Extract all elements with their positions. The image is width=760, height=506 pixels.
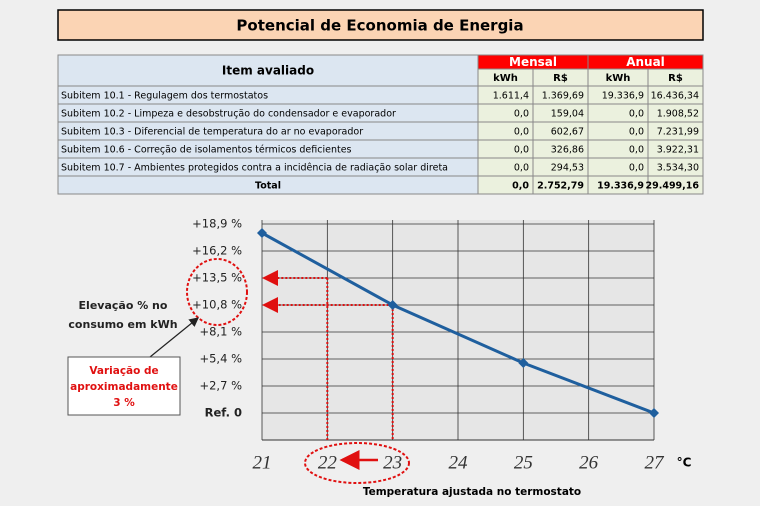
cell-value: 0,0 bbox=[629, 127, 644, 138]
table: Item avaliado Mensal Anual kWh R$ kWh R$ Subite… bbox=[57, 54, 704, 195]
y-tick-label: +16,2 % bbox=[192, 244, 242, 258]
y-tick-label: +10,8 % bbox=[192, 298, 242, 312]
x-tick-label: 25 bbox=[514, 452, 533, 473]
header-text: Item avaliado bbox=[222, 64, 314, 78]
cell-value: 19.336,9 bbox=[602, 91, 644, 102]
data-point bbox=[257, 228, 267, 238]
chart: +18,9 % +16,2 % +13,5 % +10,8 % +8,1 % +5,4 %… bbox=[67, 217, 692, 498]
cell-value: 0,0 bbox=[512, 181, 529, 192]
data-point bbox=[518, 358, 529, 368]
cell-value: 1.908,52 bbox=[657, 109, 699, 120]
table-title: Potencial de Economia de Energia bbox=[236, 17, 523, 35]
y-tick-label: Ref. 0 bbox=[205, 406, 242, 420]
data-point bbox=[387, 300, 398, 310]
group-text: Anual bbox=[626, 55, 665, 69]
y-tick-label: +18,9 % bbox=[192, 217, 242, 231]
cell-value: 159,04 bbox=[551, 109, 584, 120]
row-label: Subitem 10.1 - Regulagem dos termostatos bbox=[61, 91, 268, 102]
cell-value: 1.369,69 bbox=[542, 91, 584, 102]
note-text: 3 % bbox=[113, 397, 135, 409]
x-tick-label: 27 bbox=[645, 452, 666, 473]
cell-value: 16.436,34 bbox=[651, 91, 699, 102]
data-line bbox=[261, 231, 655, 415]
cell-value: 0,0 bbox=[629, 109, 644, 120]
y-tick-label: +8,1 % bbox=[199, 325, 242, 339]
group-text: Mensal bbox=[509, 55, 557, 69]
cell-bg bbox=[647, 175, 704, 195]
row-label: Subitem 10.6 - Correção de isolamentos t… bbox=[61, 145, 352, 156]
x-tick-label: 21 bbox=[253, 452, 272, 473]
row-label: Subitem 10.3 - Diferencial de temperatur… bbox=[61, 127, 363, 138]
row-label: Total bbox=[255, 181, 281, 192]
row-label: Subitem 10.7 - Ambientes protegidos cont… bbox=[61, 163, 448, 174]
cell-value: 1.611,4 bbox=[493, 91, 529, 102]
x-tick-label: 24 bbox=[449, 452, 469, 473]
cell-value: 3.534,30 bbox=[657, 163, 699, 174]
note-text: aproximadamente bbox=[70, 381, 178, 393]
cell-value: 0,0 bbox=[629, 145, 644, 156]
row-label: Subitem 10.2 - Limpeza e desobstrução do… bbox=[61, 109, 396, 120]
header-cell bbox=[57, 54, 479, 87]
title-box bbox=[57, 9, 704, 41]
highlight-ellipse bbox=[186, 258, 248, 326]
cell-value: 0,0 bbox=[514, 163, 529, 174]
cell-value: 7.231,99 bbox=[657, 127, 699, 138]
sub-text: R$ bbox=[553, 73, 568, 84]
sub-text: kWh bbox=[493, 73, 518, 84]
x-tick-label: 23 bbox=[383, 452, 402, 473]
cell-value: 0,0 bbox=[514, 109, 529, 120]
note-text: Variação de bbox=[89, 365, 158, 377]
y-annotation: consumo em kWh bbox=[68, 318, 177, 331]
sub-text: kWh bbox=[606, 73, 631, 84]
y-annotation: Elevação % no bbox=[79, 299, 168, 312]
cell-value: 19.336,9 bbox=[597, 181, 644, 192]
cell-value: 0,0 bbox=[514, 145, 529, 156]
y-tick-label: +2,7 % bbox=[199, 379, 242, 393]
highlight-ellipse bbox=[304, 442, 410, 484]
cell-value: 3.922,31 bbox=[657, 145, 699, 156]
cell-value: 602,67 bbox=[551, 127, 584, 138]
x-tick-label: 26 bbox=[579, 452, 599, 473]
x-tick-label: 22 bbox=[318, 452, 338, 473]
cell-value: 0,0 bbox=[629, 163, 644, 174]
cell-value: 2.752,79 bbox=[537, 181, 584, 192]
cell-value: 294,53 bbox=[551, 163, 584, 174]
x-unit: °C bbox=[677, 456, 692, 470]
x-axis-label: Temperatura ajustada no termostato bbox=[363, 486, 581, 498]
cell-value: 0,0 bbox=[514, 127, 529, 138]
data-point bbox=[649, 408, 659, 418]
note-box bbox=[67, 356, 181, 416]
cell-value: 326,86 bbox=[551, 145, 584, 156]
y-tick-label: +5,4 % bbox=[199, 352, 242, 366]
cell-value: 29.499,16 bbox=[646, 181, 700, 192]
sub-text: R$ bbox=[668, 73, 683, 84]
pointer-arrow bbox=[149, 317, 199, 358]
y-tick-label: +13,5 % bbox=[192, 271, 242, 285]
